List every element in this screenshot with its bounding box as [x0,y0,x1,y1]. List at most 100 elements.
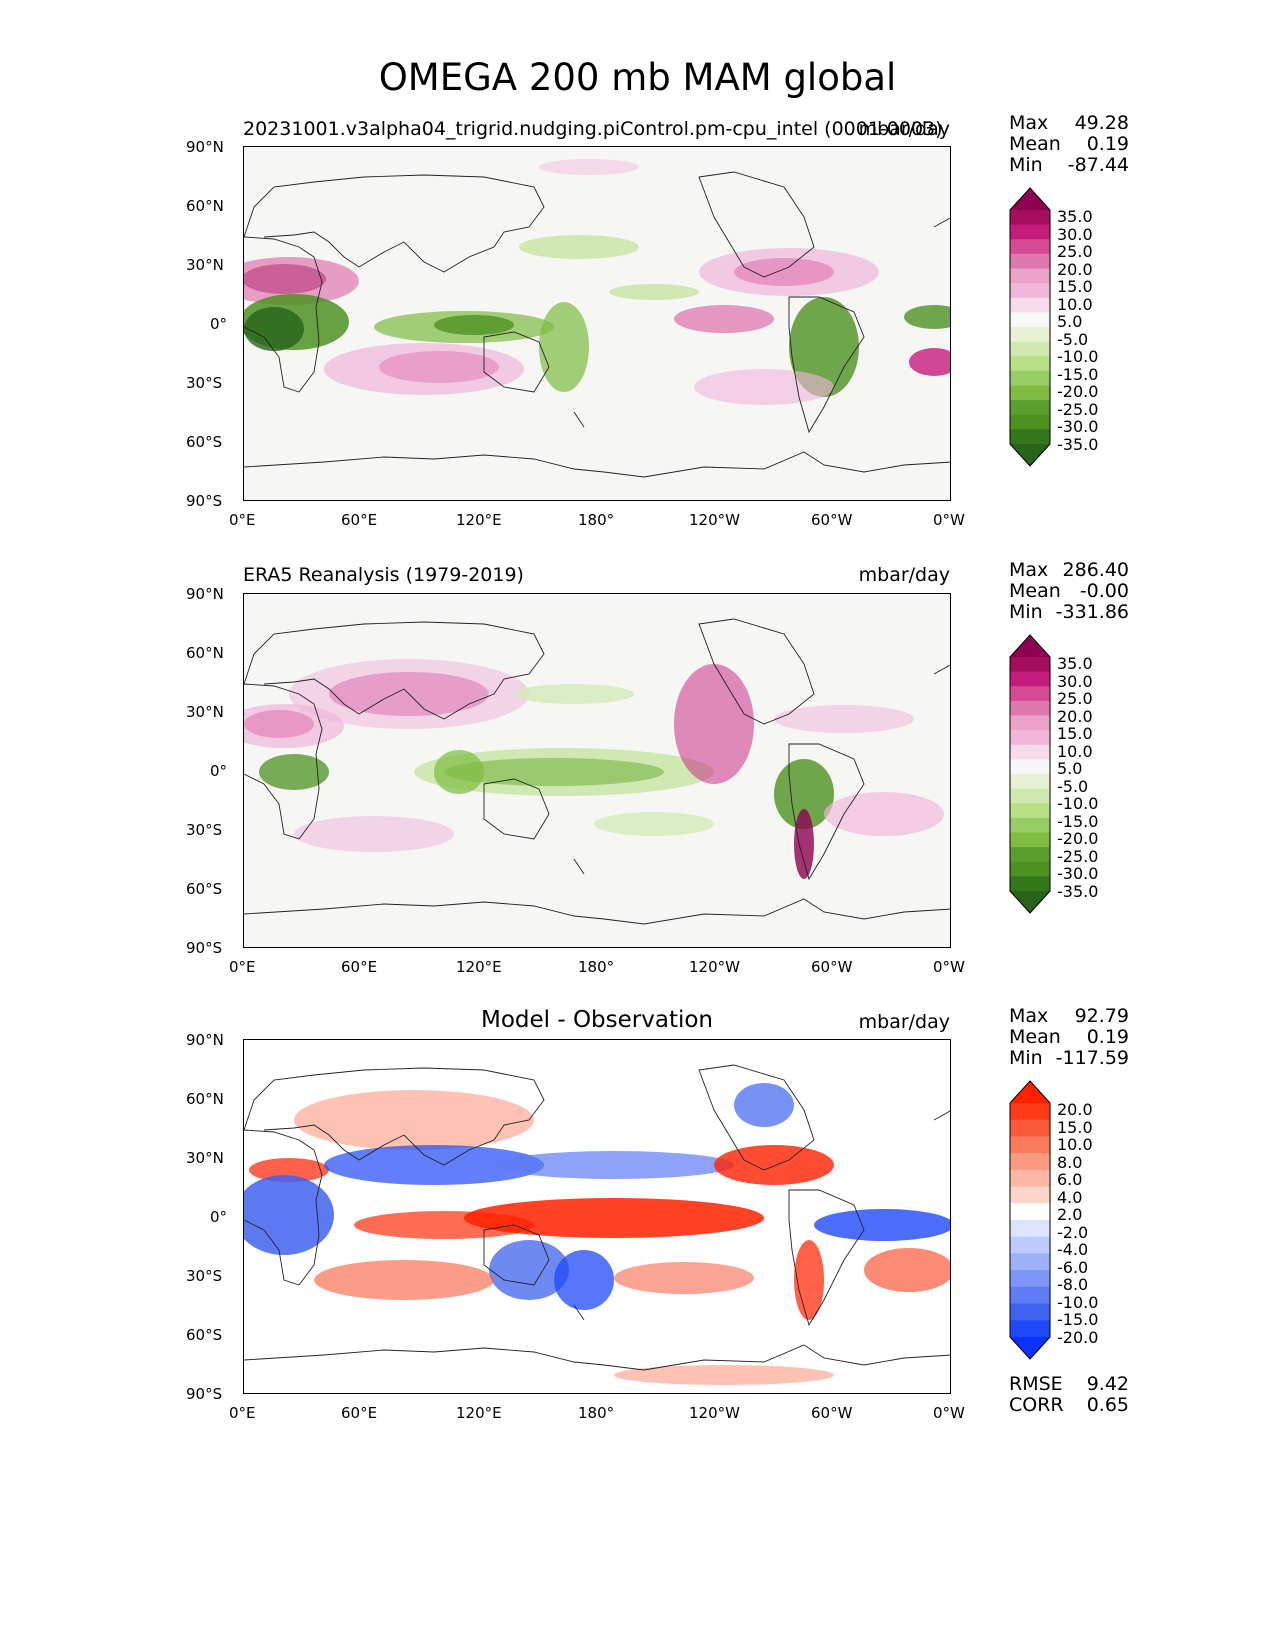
colorbar-tick-label: -6.0 [1057,1257,1089,1277]
panel-3-lat-tick: 30°N [186,1149,224,1167]
colorbar-swatch [1010,385,1050,401]
colorbar-swatch [1010,803,1050,819]
colorbar-outline [1009,634,1051,914]
panel-1-field-features [244,159,950,405]
colorbar-tick-label: 15.0 [1057,1117,1093,1137]
colorbar-swatch [1010,788,1050,804]
panel-1-lat-tick: 90°N [186,138,224,156]
colorbar-swatch [1010,700,1050,716]
panel-3-lon-tick: 0°W [933,1404,965,1422]
panel-2-lon-tick: 60°E [341,958,378,976]
colorbar-tick-label: 6.0 [1057,1170,1083,1189]
panel-2-coastlines [244,618,950,925]
colorbar-swatch [1010,210,1050,226]
colorbar-swatch [1010,817,1050,833]
panel-3-lat-tick: 90°S [186,1385,223,1403]
colorbar-tick-label: -8.0 [1057,1275,1089,1294]
colorbar-swatch [1010,312,1050,328]
panel-2-lon-tick: 0°W [933,958,965,976]
panel-2-lat-tick: 60°S [186,880,223,898]
panel-3-colorbar-labels: 20.0 15.0 10.0 8.0 6.0 4.0 2.0 -2.0 -4.0… [1057,1101,1098,1346]
colorbar-extend-max [1010,635,1050,657]
colorbar-tick-label: 25.0 [1057,242,1093,261]
colorbar-swatch [1010,414,1050,430]
colorbar-tick-label: -15.0 [1057,364,1099,384]
colorbar-swatch [1010,774,1050,790]
panel-1-map [243,146,951,501]
panel-1-lat-tick: 60°S [186,433,223,451]
colorbar-swatch [1010,847,1050,863]
panel-3-map [243,1039,951,1394]
colorbar-swatch [1010,297,1050,313]
colorbar-tick-label: 35.0 [1057,207,1093,226]
panel-1-lon-tick: 120°E [456,511,502,529]
colorbar-swatch [1010,861,1050,877]
panel-3-field-features [244,1083,950,1385]
colorbar-swatch [1010,686,1050,702]
colorbar-tick-label: -10.0 [1057,794,1099,813]
colorbar-tick-label: 20.0 [1057,1100,1093,1119]
panel-3-lat-tick: 60°N [186,1090,224,1108]
colorbar-tick-label: -30.0 [1057,417,1099,436]
colorbar-tick-label: -35.0 [1057,434,1099,454]
colorbar-tick-label: -10.0 [1057,347,1099,366]
colorbar-tick-label: -25.0 [1057,846,1099,866]
colorbar-extend-min [1010,1337,1050,1359]
colorbar-swatch [1010,327,1050,343]
panel-2-lat-tick: 90°S [186,939,223,957]
colorbar-swatch [1010,1186,1050,1204]
panel-1-lat-tick: 30°N [186,256,224,274]
panel-2-lon-tick: 120°E [456,958,502,976]
colorbar-extend-max [1010,188,1050,210]
colorbar-swatch [1010,341,1050,357]
colorbar-outline [1009,1080,1051,1360]
colorbar-swatch [1010,1119,1050,1137]
panel-2-colorbar [1008,633,1052,919]
panel-3-lon-tick: 120°W [689,1404,740,1422]
panel-1-colorbar [1008,186,1052,472]
panel-3-coastlines [244,1064,950,1371]
colorbar-tick-label: 10.0 [1057,741,1093,761]
panel-2-lon-tick: 120°W [689,958,740,976]
colorbar-swatch [1010,671,1050,687]
colorbar-extend-min [1010,891,1050,913]
colorbar-tick-label: -30.0 [1057,864,1099,883]
colorbar-tick-label: 8.0 [1057,1152,1083,1172]
colorbar-swatch [1010,730,1050,746]
panel-2-map [243,593,951,948]
colorbar-tick-label: 10.0 [1057,1135,1093,1154]
panel-3-lat-tick: 60°S [186,1326,223,1344]
colorbar-tick-label: -15.0 [1057,1310,1099,1329]
panel-2-lon-tick: 180° [578,958,615,976]
colorbar-swatch [1010,759,1050,775]
colorbar-swatch [1010,1253,1050,1271]
colorbar-tick-label: -4.0 [1057,1240,1089,1259]
colorbar-swatch [1010,744,1050,760]
colorbar-swatch [1010,370,1050,386]
panel-3-title: Model - Observation [480,1007,714,1033]
panel-3-lat-tick: 90°N [186,1031,224,1049]
colorbar-swatch [1010,400,1050,416]
colorbar-swatch [1010,1320,1050,1338]
panel-2-title: ERA5 Reanalysis (1979-2019) [243,564,524,586]
panel-2-colorbar-labels: 35.0 30.0 25.0 20.0 15.0 10.0 5.0 -5.0 -… [1057,655,1098,900]
colorbar-outline [1009,187,1051,467]
colorbar-swatch [1010,224,1050,240]
colorbar-tick-label: -5.0 [1057,776,1089,796]
colorbar-tick-label: -10.0 [1057,1292,1099,1312]
colorbar-swatch [1010,1286,1050,1305]
panel-3-lon-tick: 0°E [229,1404,256,1422]
panel-3-lon-tick: 120°E [456,1404,502,1422]
colorbar-swatch [1010,1303,1050,1321]
colorbar-tick-label: 10.0 [1057,294,1093,314]
panel-1-lat-tick: 90°S [186,492,223,510]
colorbar-tick-label: -5.0 [1057,329,1089,349]
colorbar-tick-label: -15.0 [1057,811,1099,831]
panel-2-lon-tick: 0°E [229,958,256,976]
colorbar-tick-label: 20.0 [1057,259,1093,279]
colorbar-tick-label: 35.0 [1057,654,1093,673]
panel-1-lon-tick: 0°W [933,511,965,529]
panel-3-units: mbar/day [858,1011,950,1033]
panel-1-colorbar-labels: 35.0 30.0 25.0 20.0 15.0 10.0 5.0 -5.0 -… [1057,208,1098,453]
panel-1-coastlines [244,171,950,478]
